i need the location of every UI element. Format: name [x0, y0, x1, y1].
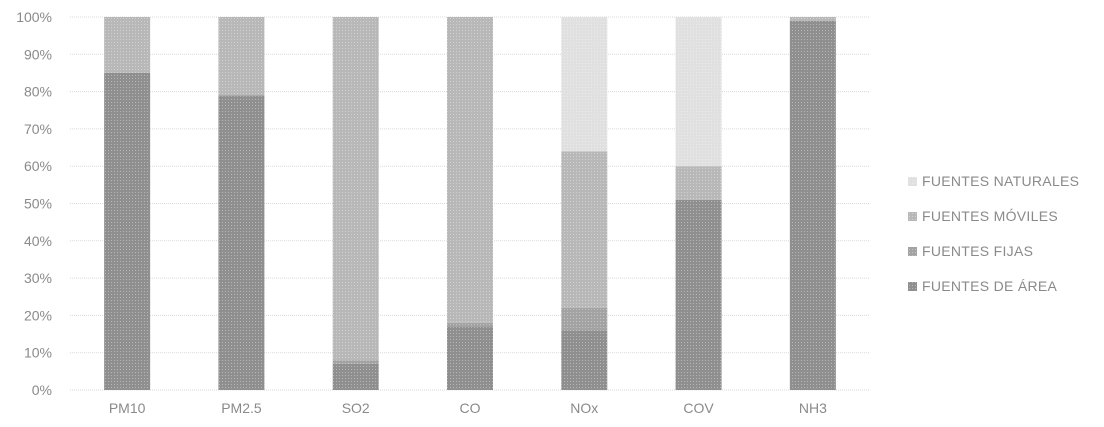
bar-segment-co-1 [447, 322, 493, 327]
bar-segment-pm25-2 [218, 17, 265, 96]
y-tick-label: 80% [24, 84, 52, 100]
bar-segment-nox-1 [561, 307, 608, 331]
bar-segment-cov-2 [675, 166, 722, 200]
x-axis: PM10 PM2.5 SO2 CO NOx COV NH3 [109, 400, 827, 416]
legend-label: FUENTES DE ÁREA [922, 278, 1058, 294]
y-tick-label: 10% [24, 345, 52, 361]
y-tick-label: 20% [24, 307, 52, 323]
legend-label: FUENTES FIJAS [922, 243, 1033, 259]
bar-segment-co-0 [447, 326, 493, 390]
bar-segment-so2-1 [332, 360, 379, 364]
bar-segment-pm25-0 [218, 95, 265, 390]
bar-segment-co-2 [447, 17, 493, 323]
x-tick-label: NOx [570, 400, 598, 416]
y-tick-label: 90% [24, 46, 52, 62]
legend-swatch-texture [908, 282, 917, 291]
bar-segment-pm10-2 [104, 17, 151, 73]
x-tick-label: CO [460, 400, 481, 416]
legend-swatch-texture [908, 212, 917, 221]
x-tick-label: SO2 [342, 400, 370, 416]
y-tick-label: 60% [24, 158, 52, 174]
bar-segment-pm10-0 [104, 72, 151, 390]
x-tick-label: PM10 [109, 400, 146, 416]
bar-segment-nh3-2 [789, 17, 836, 21]
bar-segment-cov-0 [675, 199, 722, 390]
x-tick-label: COV [683, 400, 714, 416]
y-tick-label: 100% [16, 9, 52, 25]
y-tick-label: 70% [24, 121, 52, 137]
bar-segment-cov-3 [675, 17, 722, 167]
y-tick-label: 30% [24, 270, 52, 286]
x-tick-label: NH3 [799, 400, 827, 416]
legend: FUENTES NATURALES FUENTES MÓVILES FUENTES … [908, 173, 1079, 294]
bar-segment-nox-3 [561, 17, 608, 152]
y-tick-label: 40% [24, 233, 52, 249]
bar-segment-nox-0 [561, 330, 608, 390]
legend-swatch-texture [908, 177, 917, 186]
y-tick-label: 50% [24, 196, 52, 212]
y-tick-label: 0% [32, 382, 52, 398]
y-axis: 0% 10% 20% 30% 40% 50% 60% 70% 80% 90% 100% [16, 9, 52, 398]
x-tick-label: PM2.5 [221, 400, 262, 416]
bar-segment-nox-2 [561, 151, 608, 308]
legend-label: FUENTES MÓVILES [922, 208, 1058, 224]
bar-segment-nh3-0 [789, 20, 836, 390]
legend-swatch-texture [908, 247, 917, 256]
legend-label: FUENTES NATURALES [922, 173, 1079, 189]
bar-segment-so2-2 [332, 17, 379, 361]
bar-segment-so2-0 [332, 363, 379, 390]
